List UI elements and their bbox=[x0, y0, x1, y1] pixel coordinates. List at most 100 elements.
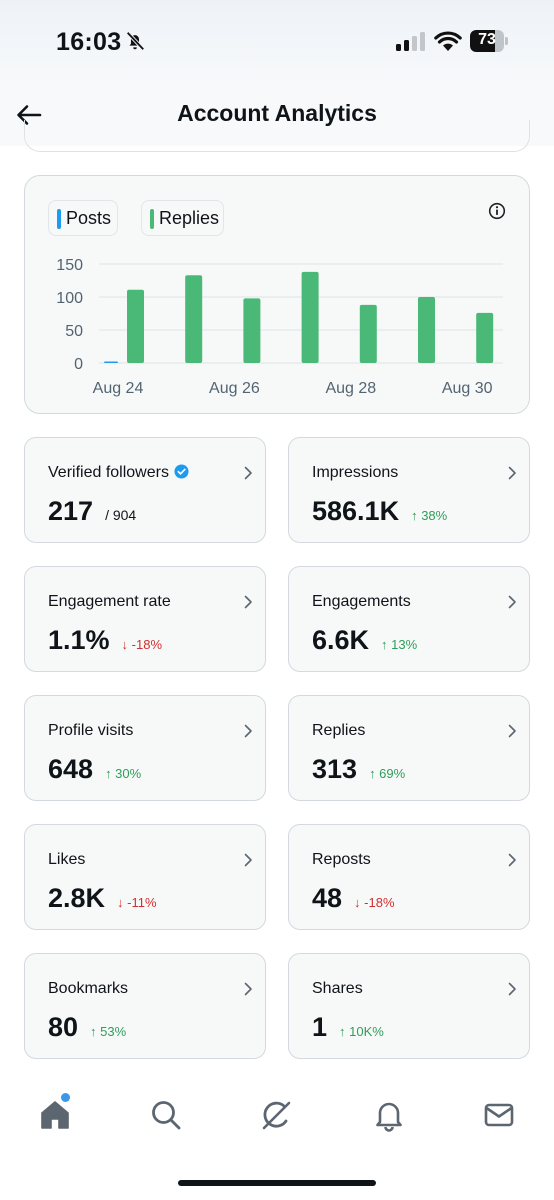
metric-value: 1.1% bbox=[48, 625, 110, 655]
metric-value-row: 1.1% ↓ -18% bbox=[48, 625, 162, 656]
chevron-right-icon bbox=[508, 466, 516, 480]
page-title: Account Analytics bbox=[177, 100, 377, 126]
metric-value: 313 bbox=[312, 754, 358, 784]
bar-replies[interactable] bbox=[243, 298, 261, 363]
metric-card-likes[interactable]: Likes 2.8K ↓ -11% bbox=[24, 824, 266, 930]
metric-value-row: 2.8K ↓ -11% bbox=[48, 883, 157, 914]
bar-replies[interactable] bbox=[301, 271, 319, 363]
chevron-right-icon bbox=[508, 982, 516, 996]
metric-total: / 904 bbox=[105, 507, 137, 523]
metric-change: ↑ 38% bbox=[411, 508, 448, 523]
info-icon[interactable] bbox=[488, 202, 506, 220]
legend-replies-label: Replies bbox=[159, 208, 220, 228]
x-tick-label: Aug 26 bbox=[209, 380, 260, 397]
search-icon[interactable] bbox=[149, 1098, 183, 1132]
metric-label-text: Likes bbox=[48, 851, 86, 868]
metric-change: ↑ 30% bbox=[105, 766, 142, 781]
metric-change: ↓ -18% bbox=[354, 895, 395, 910]
chevron-right-icon bbox=[244, 853, 252, 867]
metric-card-bookmarks[interactable]: Bookmarks 80 ↑ 53% bbox=[24, 953, 266, 1059]
bar-replies[interactable] bbox=[476, 312, 494, 363]
metric-value: 586.1K bbox=[312, 496, 400, 526]
chevron-right-icon bbox=[244, 724, 252, 738]
metric-label-text: Engagement rate bbox=[48, 593, 171, 610]
metric-label: Engagement rate bbox=[48, 593, 171, 611]
status-time: 16:03 bbox=[56, 28, 122, 56]
metric-label-text: Reposts bbox=[312, 851, 371, 868]
chevron-right-icon bbox=[508, 595, 516, 609]
verified-badge-icon bbox=[174, 464, 189, 479]
metric-card-profile-visits[interactable]: Profile visits 648 ↑ 30% bbox=[24, 695, 266, 801]
bell-off-icon bbox=[126, 31, 145, 51]
metric-card-verified-followers[interactable]: Verified followers 217 / 904 bbox=[24, 437, 266, 543]
metric-label-text: Profile visits bbox=[48, 722, 134, 739]
metric-value-row: 6.6K ↑ 13% bbox=[312, 625, 417, 656]
bar-chart: 150 100 50 0 Aug 24 Aug 26 Aug 28 Aug 30 bbox=[56, 257, 503, 397]
bar-replies[interactable] bbox=[127, 289, 144, 363]
tab-bar bbox=[0, 1078, 554, 1200]
metric-value-row: 217 / 904 bbox=[48, 496, 136, 527]
bar-replies[interactable] bbox=[418, 297, 435, 363]
bar-posts[interactable] bbox=[104, 361, 118, 364]
metric-value: 48 bbox=[312, 883, 343, 913]
x-tick-label: Aug 28 bbox=[325, 380, 376, 397]
chevron-right-icon bbox=[508, 853, 516, 867]
nav-bar: Account Analytics bbox=[0, 84, 554, 146]
metric-label: Replies bbox=[312, 722, 365, 740]
metric-card-engagements[interactable]: Engagements 6.6K ↑ 13% bbox=[288, 566, 530, 672]
metric-label: Likes bbox=[48, 851, 85, 869]
y-tick-label: 150 bbox=[56, 257, 83, 274]
metric-label: Profile visits bbox=[48, 722, 133, 740]
metric-card-replies[interactable]: Replies 313 ↑ 69% bbox=[288, 695, 530, 801]
metric-card-shares[interactable]: Shares 1 ↑ 10K% bbox=[288, 953, 530, 1059]
metric-label-text: Engagements bbox=[312, 593, 411, 610]
metric-value-row: 648 ↑ 30% bbox=[48, 754, 141, 785]
metric-change: ↓ -11% bbox=[117, 895, 157, 910]
metric-value-row: 586.1K ↑ 38% bbox=[312, 496, 447, 527]
y-tick-label: 100 bbox=[56, 290, 83, 307]
legend-posts[interactable]: Posts bbox=[48, 200, 118, 236]
metric-label: Impressions bbox=[312, 464, 398, 482]
metric-value-row: 313 ↑ 69% bbox=[312, 754, 405, 785]
chevron-right-icon bbox=[244, 466, 252, 480]
metric-value-row: 1 ↑ 10K% bbox=[312, 1012, 384, 1043]
y-tick-label: 50 bbox=[65, 323, 83, 340]
metric-label-text: Impressions bbox=[312, 464, 399, 481]
status-bar: 16:03 73 bbox=[0, 0, 554, 84]
metric-value: 1 bbox=[312, 1012, 328, 1042]
metric-card-reposts[interactable]: Reposts 48 ↓ -18% bbox=[288, 824, 530, 930]
x-tick-label: Aug 30 bbox=[442, 380, 493, 397]
metric-label-text: Shares bbox=[312, 980, 363, 997]
home-notification-dot bbox=[61, 1093, 70, 1102]
grok-icon[interactable] bbox=[260, 1098, 294, 1132]
chevron-right-icon bbox=[508, 724, 516, 738]
metric-value: 2.8K bbox=[48, 883, 106, 913]
messages-icon[interactable] bbox=[482, 1098, 516, 1132]
chart-card: Posts Replies 150 100 50 0 Aug 24 Aug 26 Aug 2… bbox=[24, 175, 530, 414]
metric-card-impressions[interactable]: Impressions 586.1K ↑ 38% bbox=[288, 437, 530, 543]
metric-value-row: 48 ↓ -18% bbox=[312, 883, 395, 914]
battery-icon: 73 bbox=[470, 30, 508, 52]
bar-replies[interactable] bbox=[185, 275, 203, 363]
metric-label: Reposts bbox=[312, 851, 371, 869]
chevron-right-icon bbox=[244, 982, 252, 996]
previous-card-edge bbox=[24, 120, 530, 152]
metric-label: Bookmarks bbox=[48, 980, 128, 998]
metric-change: ↑ 13% bbox=[381, 637, 418, 652]
home-icon[interactable] bbox=[38, 1098, 72, 1132]
bar-replies[interactable] bbox=[359, 304, 377, 363]
legend-posts-swatch bbox=[57, 209, 61, 229]
legend-replies-swatch bbox=[150, 209, 154, 229]
legend-replies[interactable]: Replies bbox=[141, 200, 224, 236]
metric-change: ↓ -18% bbox=[121, 637, 163, 652]
notifications-icon[interactable] bbox=[372, 1098, 406, 1132]
chevron-right-icon bbox=[244, 595, 252, 609]
wifi-icon bbox=[434, 31, 462, 51]
metric-label: Engagements bbox=[312, 593, 411, 611]
battery-level: 73 bbox=[478, 31, 496, 48]
x-tick-label: Aug 24 bbox=[93, 380, 144, 397]
metric-change: ↑ 69% bbox=[369, 766, 406, 781]
legend-posts-label: Posts bbox=[66, 208, 112, 228]
metric-card-engagement-rate[interactable]: Engagement rate 1.1% ↓ -18% bbox=[24, 566, 266, 672]
home-indicator[interactable] bbox=[178, 1180, 376, 1186]
